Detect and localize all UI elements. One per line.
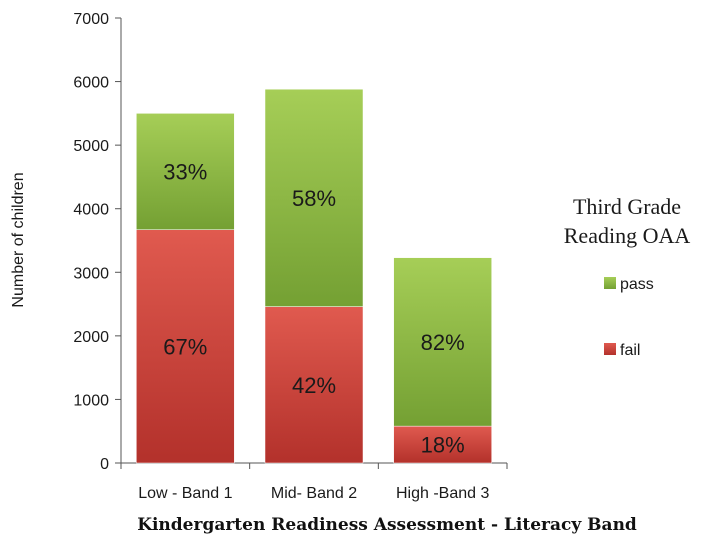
- y-tick-label: 5000: [73, 138, 109, 155]
- legend-title-line-2: Reading OAA: [564, 223, 691, 248]
- bars: [136, 88, 492, 464]
- x-tick-label: Low - Band 1: [138, 485, 232, 502]
- data-label-fail: 42%: [292, 373, 336, 398]
- data-label-pass: 33%: [163, 160, 207, 185]
- y-tick-label: 6000: [73, 75, 109, 92]
- y-axis-title: Number of children: [10, 172, 27, 307]
- legend-label-fail: fail: [620, 342, 640, 359]
- legend-swatch-fail: [604, 343, 616, 355]
- axes: 0 1000 2000 3000 4000 5000 6000 7000 Low - Band …: [73, 11, 508, 502]
- y-tick-label: 7000: [73, 11, 109, 28]
- bar-pass: [136, 113, 235, 230]
- data-label-pass: 58%: [292, 186, 336, 211]
- bar-fail: [393, 425, 492, 464]
- legend-swatch-pass: [604, 277, 616, 289]
- x-tick-label: High -Band 3: [396, 485, 489, 502]
- bar-fail: [264, 306, 364, 464]
- data-label-fail: 67%: [163, 334, 207, 359]
- bar-pass: [393, 257, 492, 427]
- y-tick-label: 0: [100, 456, 109, 473]
- data-label-fail: 18%: [421, 433, 465, 458]
- y-tick-label: 3000: [73, 265, 109, 282]
- bar-pass: [264, 88, 364, 307]
- y-tick-label: 2000: [73, 329, 109, 346]
- data-labels: 67% 33% 42% 58% 18% 82%: [163, 160, 464, 458]
- bar-fail: [136, 229, 235, 464]
- legend-title-line-1: Third Grade: [573, 194, 681, 219]
- data-label-pass: 82%: [421, 330, 465, 355]
- x-axis-title: Kindergarten Readiness Assessment - Lite…: [137, 515, 637, 535]
- legend: Third Grade Reading OAA pass fail: [564, 194, 691, 359]
- y-tick-label: 4000: [73, 202, 109, 219]
- y-tick-label: 1000: [73, 392, 109, 409]
- legend-label-pass: pass: [620, 276, 654, 293]
- x-tick-label: Mid- Band 2: [271, 485, 357, 502]
